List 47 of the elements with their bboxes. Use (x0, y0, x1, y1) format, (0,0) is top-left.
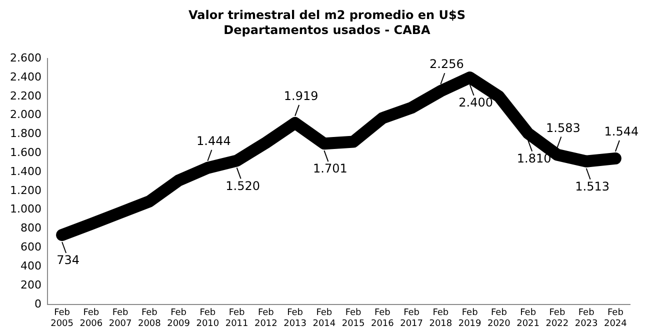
y-tick-label: 600 (20, 240, 42, 254)
y-tick-label: 400 (20, 259, 42, 272)
data-label: 2.256 (430, 57, 464, 72)
x-tick-label: Feb 2017 (400, 308, 424, 329)
x-tick-label: Feb 2023 (574, 308, 598, 329)
x-tick-label: Feb 2009 (167, 308, 190, 329)
y-tick-label: 1.600 (10, 146, 42, 159)
data-label: 1.544 (604, 124, 639, 139)
y-tick-label: 1.800 (10, 127, 42, 140)
y-tick-label: 800 (20, 222, 42, 235)
y-tick-label: 1.200 (10, 184, 42, 197)
data-label: 2.400 (458, 96, 493, 110)
x-tick-label: Feb 2014 (312, 308, 336, 329)
x-tick-label: Feb 2019 (458, 308, 482, 329)
x-tick-label: Feb 2021 (516, 308, 540, 329)
data-label: 1.513 (575, 179, 610, 194)
data-label: 1.701 (313, 162, 348, 176)
data-label: 1.919 (284, 89, 318, 104)
x-tick-label: Feb 2015 (342, 308, 365, 329)
x-tick-label: Feb 2018 (429, 308, 452, 329)
y-tick-label: 1.400 (10, 164, 42, 178)
y-tick-label: 200 (20, 278, 42, 292)
data-label: 1.583 (546, 120, 580, 135)
x-tick-label: Feb 2016 (370, 308, 394, 329)
x-tick-label: Feb 2020 (487, 308, 511, 329)
data-label: 1.444 (196, 134, 231, 148)
data-label: 1.520 (226, 178, 260, 193)
data-label: 734 (56, 253, 80, 268)
x-tick-label: Feb 2013 (284, 308, 307, 329)
x-tick-label: Feb 2024 (604, 308, 628, 329)
x-tick-label: Feb 2011 (225, 308, 248, 329)
chart-title: Valor trimestral del m2 promedio en U$S (188, 8, 466, 23)
data-label: 1.810 (516, 151, 552, 166)
y-tick-label: 0 (34, 297, 42, 310)
y-tick-label: 2.600 (10, 51, 42, 64)
y-tick-label: 1.000 (10, 202, 42, 216)
y-tick-label: 2.400 (10, 70, 42, 84)
y-tick-label: 2.000 (10, 108, 42, 122)
x-tick-label: Feb 2006 (80, 308, 103, 329)
x-tick-label: Feb 2007 (108, 308, 132, 329)
x-tick-label: Feb 2008 (138, 308, 162, 329)
x-tick-label: Feb 2005 (50, 308, 74, 329)
y-tick-label: 2.200 (10, 89, 42, 102)
chart-subtitle: Departamentos usados - CABA (222, 23, 432, 38)
x-tick-label: Feb 2010 (196, 308, 220, 329)
x-tick-label: Feb 2022 (546, 308, 569, 329)
x-tick-label: Feb 2012 (254, 308, 278, 329)
